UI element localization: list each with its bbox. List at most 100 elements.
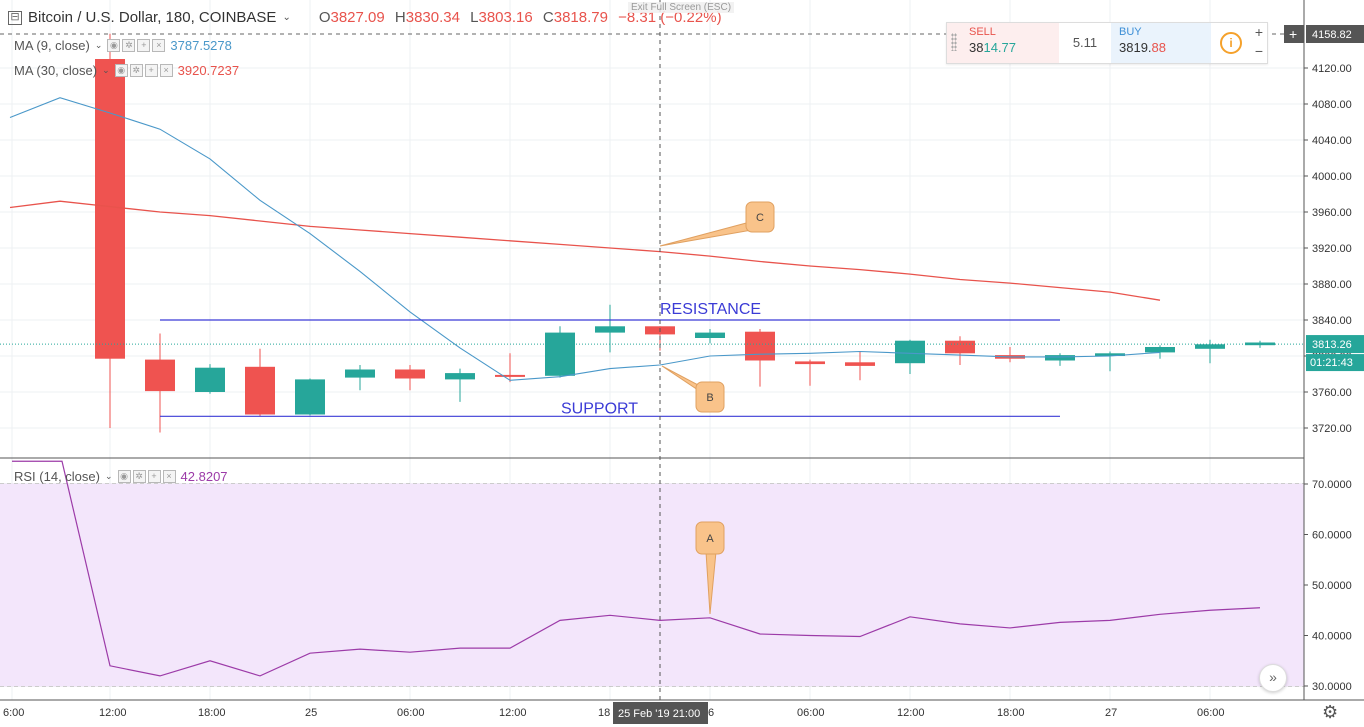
rsi-line — [12, 460, 1261, 677]
countdown-label: 01:21:43 — [1310, 357, 1353, 369]
candle-body — [245, 366, 275, 415]
candle-body — [595, 326, 625, 333]
time-tick-label: 12:00 — [499, 707, 527, 719]
indicator-ma9[interactable]: MA (9, close) ⌄ ◉ ✲ + × 3787.5278 — [14, 38, 232, 53]
chevron-down-icon[interactable]: ⌄ — [282, 12, 291, 23]
candle-body — [395, 369, 425, 379]
time-tick-label: 12:00 — [99, 707, 127, 719]
crosshair-time-box — [613, 702, 708, 724]
price-tick-label: 4080.00 — [1312, 99, 1352, 111]
time-tick-label: 25 — [305, 707, 317, 719]
plus-button[interactable]: + — [1254, 24, 1264, 40]
eye-icon: ◉ — [117, 470, 131, 483]
price-tick-label: 4120.00 — [1312, 63, 1352, 75]
indicator-label: RSI (14, close) — [14, 469, 100, 484]
candle-body — [895, 340, 925, 364]
plus-icon: + — [1289, 26, 1297, 42]
callout-c — [745, 201, 775, 233]
countdown-box — [1306, 354, 1364, 372]
ohlc-values: O3827.09 H3830.34 L3803.16 C3818.79 −8.3… — [318, 9, 722, 26]
plus-icon: + — [144, 64, 158, 77]
time-tick-label: 18:00 — [198, 707, 226, 719]
annotation-layer: RESISTANCE SUPPORT C B A — [160, 0, 1060, 700]
candle-body — [95, 59, 125, 359]
rsi-tick-label: 70.0000 — [1312, 479, 1352, 491]
symbol-header: ⊟ Bitcoin / U.S. Dollar, 180, COINBASE ⌄… — [8, 9, 722, 26]
price-tick-label: 4000.00 — [1312, 171, 1352, 183]
drag-handle-icon[interactable] — [951, 33, 957, 51]
candle-body — [1195, 344, 1225, 349]
quantity-controls: + − — [1251, 23, 1267, 63]
ma9-line — [9, 97, 1161, 381]
callout-b-label: B — [706, 392, 713, 404]
eye-icon: ◉ — [114, 64, 128, 77]
time-tick-label: 06:00 — [1197, 707, 1225, 719]
indicator-value: 42.8207 — [180, 469, 228, 484]
close-icon: × — [152, 39, 166, 52]
crosshair-time-label: 25 Feb '19 21:00 — [618, 708, 700, 720]
close-icon: × — [162, 470, 176, 483]
candle-body — [145, 359, 175, 392]
chevron-down-icon[interactable]: ⌄ — [94, 40, 103, 50]
time-tick-label: 18:00 — [997, 707, 1025, 719]
plus-icon: + — [147, 470, 161, 483]
price-tick-label: 4040.00 — [1312, 135, 1352, 147]
chevron-down-icon[interactable]: ⌄ — [104, 471, 113, 481]
trade-panel: SELL 3814.77 5.11 BUY 3819.88 i + − — [946, 22, 1268, 64]
current-price-label: 3813.26 — [1312, 339, 1352, 351]
buy-label: BUY — [1119, 26, 1142, 38]
candle-body — [795, 361, 825, 365]
price-tick-label: 3920.00 — [1312, 243, 1352, 255]
candle-body — [545, 332, 575, 376]
high-price-label: 4158.82 — [1312, 29, 1352, 41]
indicator-label: MA (30, close) — [14, 63, 98, 78]
current-price-box — [1306, 335, 1364, 354]
time-tick-label: 18 — [598, 707, 610, 719]
info-button[interactable]: i — [1211, 23, 1251, 63]
candle-body — [445, 373, 475, 380]
time-tick-label: 06:00 — [397, 707, 425, 719]
price-tick-label: 3960.00 — [1312, 207, 1352, 219]
rsi-band — [0, 484, 1304, 686]
rsi-tick-label: 40.0000 — [1312, 631, 1352, 643]
buy-button[interactable]: BUY 3819.88 — [1111, 23, 1211, 63]
indicator-controls[interactable]: ◉ ✲ + × — [107, 39, 166, 52]
candle-body — [295, 379, 325, 415]
collapse-icon[interactable]: ⊟ — [8, 10, 22, 25]
indicator-label: MA (9, close) — [14, 38, 90, 53]
indicator-rsi[interactable]: RSI (14, close) ⌄ ◉ ✲ + × 42.8207 — [14, 469, 228, 484]
callout-a-label: A — [706, 533, 714, 545]
callout-c-label: C — [756, 212, 764, 224]
minus-button[interactable]: − — [1254, 43, 1264, 59]
close-icon: × — [159, 64, 173, 77]
candle-body — [1095, 353, 1125, 356]
candle-body — [745, 331, 775, 361]
main-series — [0, 33, 1304, 677]
sell-label: SELL — [969, 26, 996, 38]
candle-body — [1145, 347, 1175, 353]
axes: 4120.00 4080.00 4040.00 4000.00 3960.00 3920.… — [3, 25, 1364, 724]
symbol-title[interactable]: Bitcoin / U.S. Dollar, 180, COINBASE — [28, 9, 277, 26]
buy-price: 3819.88 — [1119, 40, 1167, 55]
gear-icon: ✲ — [129, 64, 143, 77]
price-tick-label: 3840.00 — [1312, 315, 1352, 327]
candle-body — [495, 374, 525, 377]
gear-icon: ✲ — [122, 39, 136, 52]
chevron-down-icon[interactable]: ⌄ — [102, 65, 110, 75]
time-tick-label: 12:00 — [897, 707, 925, 719]
scroll-to-realtime-button[interactable]: » — [1259, 664, 1287, 692]
exit-fullscreen-hint[interactable]: Exit Full Screen (ESC) — [628, 2, 735, 13]
indicator-ma30[interactable]: MA (30, close) ⌄ ◉ ✲ + × 3920.7237 — [14, 63, 239, 78]
gear-icon[interactable]: ⚙ — [1322, 702, 1339, 722]
sell-button[interactable]: SELL 3814.77 — [947, 23, 1059, 63]
indicator-value: 3920.7237 — [177, 63, 240, 78]
indicator-controls[interactable]: ◉ ✲ + × — [114, 64, 173, 77]
rsi-tick-label: 60.0000 — [1312, 530, 1352, 542]
spread-value: 5.11 — [1072, 35, 1098, 50]
indicator-controls[interactable]: ◉ ✲ + × — [117, 470, 176, 483]
rsi-tick-label: 50.0000 — [1312, 580, 1352, 592]
time-tick-label: 6:00 — [3, 707, 24, 719]
indicator-value: 3787.5278 — [170, 38, 232, 53]
candle-body — [195, 367, 225, 392]
